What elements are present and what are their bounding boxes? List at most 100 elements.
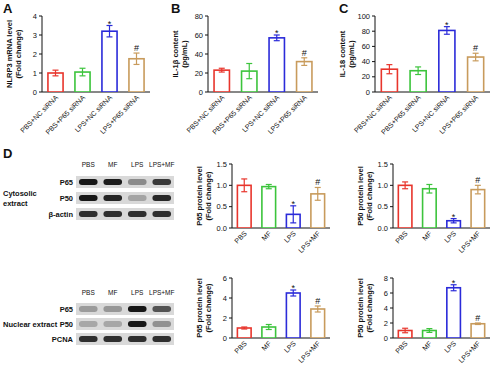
blot-band: [152, 306, 171, 312]
y-axis-label: (Fold change): [365, 283, 374, 333]
bar: [269, 38, 284, 92]
error-bar: [386, 65, 392, 74]
y-axis-label: IL-18 content: [338, 30, 347, 77]
y-tick-label: 60: [195, 31, 203, 40]
error-cap: [246, 63, 252, 64]
y-tick: [229, 206, 232, 207]
error-cap: [266, 184, 272, 185]
figure: 01234*#PBS+NC siRNAPBS+P65 siRNALPS+NC s…: [0, 0, 500, 376]
y-tick-label: 0: [384, 334, 388, 343]
y-tick: [205, 54, 208, 55]
y-tick: [390, 185, 393, 186]
error-bar: [134, 53, 140, 64]
error-bar: [246, 64, 252, 79]
error-line: [244, 179, 245, 192]
y-tick-label: 0: [366, 88, 370, 97]
bar: [286, 293, 300, 338]
x-tick-label: PBS: [394, 340, 409, 355]
bar: [237, 185, 251, 228]
error-cap: [426, 184, 432, 185]
chart-panel: 01234*#PBS+NC siRNAPBS+P65 siRNALPS+NC s…: [3, 1, 150, 136]
blot-band: [79, 211, 98, 217]
error-bar: [301, 58, 307, 66]
error-bar: [80, 68, 86, 76]
blot-band: [79, 321, 98, 327]
y-tick-label: 0: [223, 334, 227, 343]
error-bar: [473, 53, 479, 61]
y-tick-label: 4: [384, 304, 388, 313]
y-tick: [205, 73, 208, 74]
blot-title: extract: [3, 199, 28, 208]
error-cap: [402, 328, 408, 329]
y-axis-label: (Fold change): [204, 171, 213, 221]
y-tick: [390, 228, 393, 229]
panel-label: A: [3, 1, 13, 16]
marks: [398, 182, 484, 228]
y-tick: [205, 16, 208, 17]
error-cap: [451, 222, 457, 223]
x-tick-label: LPS: [283, 340, 298, 355]
y-axis: [393, 164, 394, 228]
x-tick-label: PBS: [233, 230, 248, 245]
y-tick: [229, 278, 232, 279]
y-axis: [232, 164, 233, 228]
y-axis: [375, 16, 376, 92]
y-tick: [390, 293, 393, 294]
error-cap: [107, 36, 113, 37]
blot-band: [128, 211, 147, 217]
marks: [237, 179, 324, 228]
y-tick-label: 1.0: [217, 181, 227, 190]
y-tick: [205, 92, 208, 93]
significance-mark: #: [475, 313, 480, 323]
x-tick-label: LPS+MF: [457, 230, 481, 254]
y-axis-label: P65 protein level: [195, 166, 204, 226]
significance-mark: #: [315, 296, 320, 306]
marks: [381, 27, 483, 92]
y-axis-label: NLRP3 mRNA level: [5, 20, 14, 88]
error-cap: [301, 65, 307, 66]
error-bar: [315, 187, 321, 200]
significance-mark: *: [452, 212, 456, 222]
error-line: [429, 184, 430, 193]
blot-title: Cytosolic: [3, 189, 37, 198]
error-cap: [415, 66, 421, 67]
error-bar: [266, 325, 272, 330]
y-tick: [39, 73, 42, 74]
bar: [102, 31, 117, 92]
error-line: [82, 68, 83, 76]
significance-mark: #: [475, 175, 480, 185]
panel-label: B: [171, 1, 180, 16]
error-cap: [53, 70, 59, 71]
bar: [468, 57, 484, 92]
y-tick: [229, 228, 232, 229]
bar: [297, 62, 312, 92]
chart-panel: 020406080*#PBS+NC siRNAPBS+P65 siRNALPS+…: [171, 1, 318, 136]
error-bar: [53, 70, 59, 76]
y-tick: [390, 278, 393, 279]
error-line: [55, 70, 56, 76]
error-line: [389, 65, 390, 74]
significance-mark: *: [275, 28, 279, 38]
y-tick-label: 0: [33, 88, 37, 97]
x-tick-label: LPS: [443, 230, 458, 245]
error-cap: [402, 332, 408, 333]
blot-strip: [76, 192, 174, 204]
blot-band: [152, 211, 171, 217]
error-bar: [426, 184, 432, 193]
blot-column-label: MF: [108, 161, 117, 168]
y-tick-label: 100: [357, 12, 370, 21]
error-bar: [241, 327, 247, 329]
x-tick-label: LPS: [443, 340, 458, 355]
bar: [214, 70, 229, 92]
blot-column-label: LPS+MF: [149, 289, 174, 296]
y-axis-label: P65 protein level: [195, 278, 204, 338]
error-cap: [219, 71, 225, 72]
y-tick: [372, 92, 375, 93]
blot-band: [79, 195, 98, 201]
blot-strip: [76, 176, 174, 188]
y-tick-label: 80: [362, 27, 370, 36]
y-tick: [372, 31, 375, 32]
blot-row-label: P50: [60, 194, 73, 203]
blot-strip: [76, 333, 174, 345]
error-cap: [219, 68, 225, 69]
